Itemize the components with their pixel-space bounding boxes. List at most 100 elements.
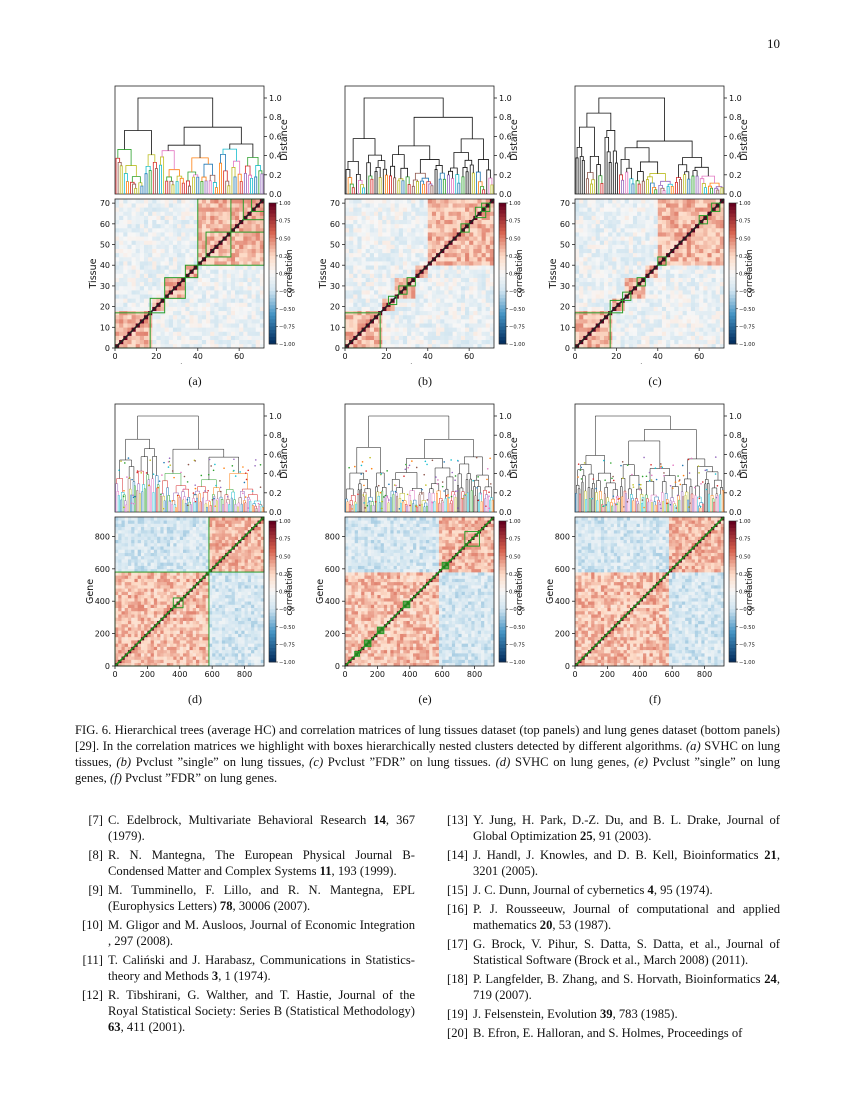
heatmap-cell [259,277,265,283]
dendrogram-leaf-marker [173,476,175,479]
heatmap-cell [612,240,617,245]
dendrogram-link [455,174,460,194]
heatmap-cell [357,306,362,312]
heatmap-cell [616,339,621,345]
heatmap-cell [620,211,625,216]
colorbar-segment [499,224,506,229]
heatmap-cell [456,302,462,307]
heatmap-cell [591,343,596,349]
heatmap-cell [703,240,708,245]
heatmap-cell [144,662,148,667]
heatmap-cell [212,649,216,654]
heatmap-cell [657,290,663,295]
heatmap-cell [477,236,482,241]
heatmap-cell [259,343,265,349]
heatmap-cell [214,269,219,274]
heatmap-cell [436,219,441,225]
heatmap-cell [715,261,721,266]
heatmap-cell [670,227,675,233]
heatmap-cell [259,252,265,258]
heatmap-cell [690,215,696,220]
heatmap-cell [345,240,350,245]
heatmap-cell [214,335,219,341]
heatmap-cell [218,227,223,233]
heatmap-cell [645,232,650,237]
heatmap-cell [185,290,190,295]
heatmap-cell [711,319,717,324]
heatmap-cell [228,659,232,664]
heatmap-cell [345,339,350,345]
dendrogram-link [258,506,260,512]
heatmap-cell [121,659,126,664]
heatmap-cell [620,244,625,249]
heatmap-cell [206,343,211,349]
heatmap-cell [353,211,358,216]
heatmap-cell [440,290,445,295]
heatmap-cell [485,302,491,307]
heatmap-cell [632,273,638,278]
heatmap-cell [452,285,458,291]
heatmap-cell [637,219,642,225]
heatmap-cell [123,211,128,216]
heatmap-cell [222,269,228,274]
heatmap-cell [666,310,671,316]
heatmap-cell [575,240,580,245]
heatmap-cell [197,327,203,332]
colorbar-segment [499,217,506,222]
heatmap-cell [628,319,634,324]
heatmap-cell [587,285,592,291]
heatmap-cell [628,215,634,220]
heatmap-cell [214,285,219,291]
heatmap-cell [365,285,371,291]
heatmap-cell [127,211,132,216]
heatmap-cell [620,331,625,336]
heatmap-cell [218,662,223,667]
heatmap-cell [201,261,207,266]
heatmap-cell [210,244,215,249]
heatmap-cell [674,269,679,274]
heatmap-cell [448,244,453,249]
heatmap-cell [206,302,211,307]
dendrogram-link [209,505,212,512]
heatmap-cell [214,298,219,303]
heatmap-cell [394,331,400,336]
heatmap-cell [695,331,700,336]
heatmap-cell [382,232,387,237]
heatmap-cell [127,285,132,291]
heatmap-cell [123,298,128,303]
heatmap-cell [119,269,124,274]
heatmap-cell [201,203,207,208]
heatmap-cell [703,323,708,328]
x-axis-label: Tissue [404,363,435,364]
heatmap-cell [353,298,358,303]
heatmap-cell [386,290,391,295]
dendrogram-link [165,180,169,194]
heatmap-cell [235,294,240,299]
heatmap-cell [197,273,203,278]
dendrogram-link [124,130,152,155]
heatmap-cell [686,302,692,307]
heatmap-cell [152,265,157,270]
heatmap-cell [591,302,596,307]
heatmap-cell [394,215,400,220]
heatmap-cell [440,223,445,229]
heatmap-cell [369,335,375,341]
heatmap-cell [715,236,721,241]
heatmap-cell [259,215,265,220]
heatmap-cell [583,285,588,291]
correlation-heatmap [574,198,725,349]
colorbar-segment [269,305,276,310]
heatmap-cell [172,252,178,258]
heatmap-cell [608,256,613,262]
heatmap-cell [579,248,584,254]
heatmap-cell [632,310,638,316]
colorbar-segment [269,269,276,274]
heatmap-cell [657,314,663,320]
heatmap-cell [160,215,165,220]
colorbar-segment [729,252,736,257]
heatmap-cell [599,290,605,295]
heatmap-cell [407,319,412,324]
heatmap-cell [394,207,400,212]
heatmap-cell [152,298,157,303]
heatmap-cell [168,199,174,204]
